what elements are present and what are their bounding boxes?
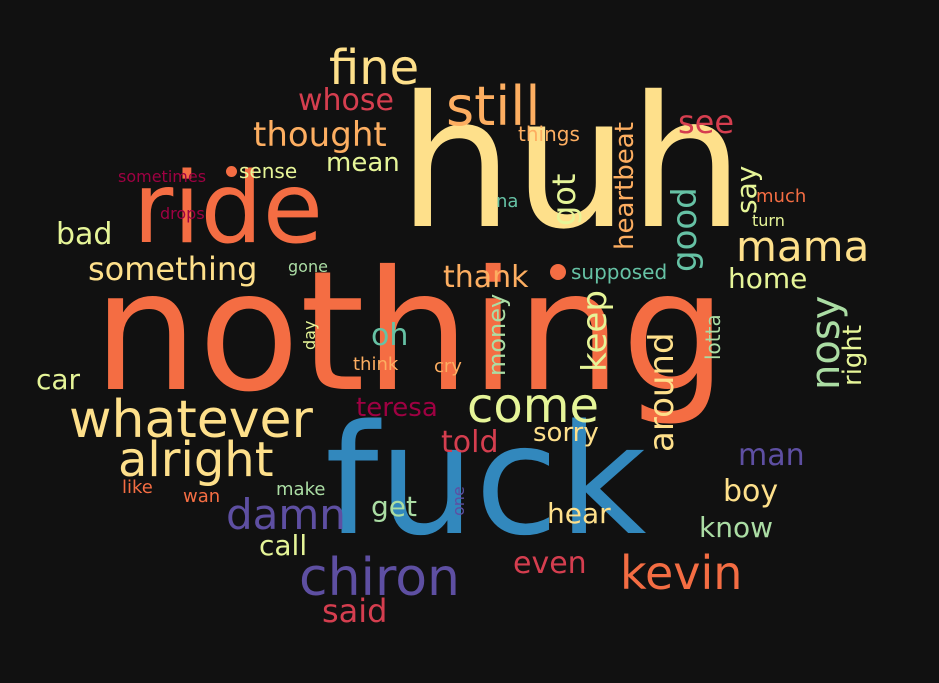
word-home: home <box>728 262 808 295</box>
dot-mark <box>550 264 566 280</box>
word-alright: alright <box>118 432 274 488</box>
word-drops: drops <box>160 204 205 223</box>
word-come: come <box>467 378 600 434</box>
word-man: man <box>738 438 805 473</box>
word-like: like <box>122 477 153 498</box>
word-day: day <box>300 320 319 350</box>
word-much: much <box>756 186 807 207</box>
word-na: na <box>496 191 519 212</box>
word-even: even <box>513 546 587 581</box>
word-keep: keep <box>575 290 615 372</box>
word-said: said <box>322 592 388 630</box>
word-heartbeat: heartbeat <box>610 122 640 250</box>
word-call: call <box>259 529 308 562</box>
word-wan: wan <box>183 486 221 507</box>
word-kevin: kevin <box>620 546 743 600</box>
word-fuck: fuck <box>325 392 647 569</box>
word-mama: mama <box>736 222 870 271</box>
dot-mark <box>226 166 237 177</box>
word-know: know <box>699 511 773 544</box>
word-boy: boy <box>723 474 779 509</box>
word-still: still <box>446 75 541 138</box>
word-sometimes: sometimes <box>118 167 207 186</box>
word-whose: whose <box>298 83 394 118</box>
word-whatever: whatever <box>69 390 313 450</box>
word-lotta: lotta <box>701 314 725 360</box>
word-things: things <box>518 122 580 146</box>
word-make: make <box>276 479 326 500</box>
word-see: see <box>678 103 735 141</box>
word-turn: turn <box>752 211 785 230</box>
word-teresa: teresa <box>356 393 438 423</box>
word-thank: thank <box>443 260 529 295</box>
word-sorry: sorry <box>533 418 599 448</box>
word-oh: oh <box>371 318 409 353</box>
word-supposed: supposed <box>571 260 668 284</box>
word-money: money <box>483 293 511 376</box>
word-get: get <box>371 490 417 523</box>
word-car: car <box>36 363 81 396</box>
word-mean: mean <box>326 148 400 178</box>
word-gone: gone <box>288 257 328 276</box>
word-think: think <box>353 354 399 375</box>
word-chiron: chiron <box>299 548 461 608</box>
word-cry: cry <box>434 356 462 377</box>
word-something: something <box>88 250 258 288</box>
word-got: got <box>545 173 583 226</box>
word-nothing: nothing <box>93 236 727 429</box>
word-damn: damn <box>226 490 346 539</box>
word-good: good <box>665 187 705 272</box>
word-told: told <box>441 425 499 460</box>
word-sense: sense <box>239 159 298 183</box>
word-thought: thought <box>253 115 387 155</box>
word-around: around <box>642 332 682 452</box>
word-huh: huh <box>398 57 745 269</box>
word-bad: bad <box>56 217 113 252</box>
word-right: right <box>838 324 868 386</box>
word-fine: fine <box>329 40 420 96</box>
word-one: one <box>449 486 468 516</box>
word-hear: hear <box>547 497 611 530</box>
